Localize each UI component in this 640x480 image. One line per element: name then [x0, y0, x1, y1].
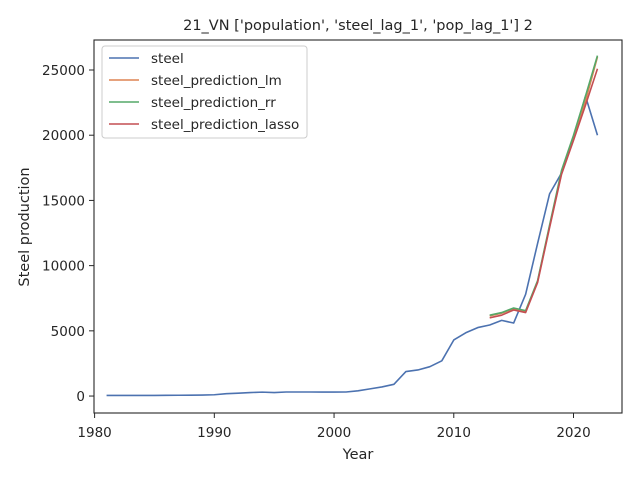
data-point-steel-prediction-rr — [501, 312, 503, 314]
data-point-steel — [597, 134, 599, 136]
data-point-steel — [333, 391, 335, 393]
data-point-steel — [166, 394, 168, 396]
data-point-steel — [549, 193, 551, 195]
data-point-steel — [201, 394, 203, 396]
data-point-steel — [345, 391, 347, 393]
x-tick-label: 2020 — [556, 425, 590, 441]
series-line-steel-prediction-lasso — [489, 68, 599, 319]
y-tick-label: 10000 — [42, 259, 85, 275]
data-point-steel-prediction-lasso — [585, 104, 587, 106]
y-tick-label: 20000 — [42, 128, 85, 144]
data-point-steel — [513, 322, 515, 324]
data-point-steel — [369, 388, 371, 390]
data-point-steel-prediction-rr — [573, 134, 575, 136]
data-point-steel — [142, 394, 144, 396]
data-point-steel — [154, 394, 156, 396]
legend-label-steel-prediction-lm: steel_prediction_lm — [151, 73, 282, 89]
data-point-steel — [357, 390, 359, 392]
data-point-steel-prediction-rr — [585, 95, 587, 97]
data-point-steel — [189, 394, 191, 396]
data-point-steel — [321, 391, 323, 393]
data-point-steel-prediction-rr — [513, 307, 515, 309]
data-point-steel — [417, 369, 419, 371]
data-point-steel — [309, 391, 311, 393]
y-tick-label: 15000 — [42, 193, 85, 209]
x-axis: 1980 1990 2000 2010 2020 — [77, 413, 591, 441]
data-point-steel — [489, 324, 491, 326]
data-point-steel — [393, 383, 395, 385]
data-point-steel-prediction-lasso — [501, 314, 503, 316]
data-point-steel — [118, 394, 120, 396]
data-point-steel-prediction-lasso — [549, 227, 551, 229]
data-point-steel — [477, 327, 479, 329]
data-point-steel — [405, 371, 407, 373]
legend-label-steel-prediction-rr: steel_prediction_rr — [151, 95, 276, 111]
data-point-steel — [429, 366, 431, 368]
data-point-steel-prediction-rr — [597, 55, 599, 57]
series-layer — [106, 55, 599, 397]
data-point-steel — [225, 393, 227, 395]
data-point-steel — [273, 392, 275, 394]
legend-label-steel-prediction-lasso: steel_prediction_lasso — [151, 117, 299, 133]
y-axis: 0 5000 10000 15000 20000 25000 — [42, 63, 94, 405]
data-point-steel-prediction-lasso — [513, 309, 515, 311]
data-point-steel-prediction-lasso — [597, 68, 599, 70]
legend-label-steel: steel — [151, 51, 184, 67]
data-point-steel — [381, 386, 383, 388]
x-tick-label: 1990 — [197, 425, 231, 441]
data-point-steel — [130, 394, 132, 396]
data-point-steel — [537, 243, 539, 245]
data-point-steel — [261, 391, 263, 393]
data-point-steel-prediction-rr — [489, 314, 491, 316]
data-point-steel — [453, 339, 455, 341]
y-tick-label: 0 — [76, 389, 85, 405]
x-axis-title: Year — [342, 447, 374, 463]
data-point-steel-prediction-lasso — [537, 282, 539, 284]
plot-frame — [93, 39, 623, 414]
data-point-steel — [178, 394, 180, 396]
y-tick-label: 5000 — [51, 324, 85, 340]
data-point-steel — [441, 360, 443, 362]
data-point-steel-prediction-lasso — [561, 173, 563, 175]
data-point-steel — [285, 391, 287, 393]
data-point-steel — [501, 320, 503, 322]
x-tick-label: 2010 — [437, 425, 471, 441]
series-line-steel — [106, 95, 599, 397]
data-point-steel — [249, 392, 251, 394]
legend: steel steel_prediction_lm steel_prediction… — [101, 45, 308, 139]
data-point-steel-prediction-lasso — [525, 312, 527, 314]
data-point-steel — [525, 293, 527, 295]
data-point-steel — [213, 394, 215, 396]
data-point-steel-prediction-lasso — [489, 317, 491, 319]
chart-title: 21_VN ['population', 'steel_lag_1', 'pop… — [183, 18, 533, 34]
x-tick-label: 2000 — [317, 425, 351, 441]
data-point-steel — [465, 332, 467, 334]
y-tick-label: 25000 — [42, 63, 85, 79]
legend-box — [101, 45, 308, 139]
data-point-steel — [106, 394, 108, 396]
y-axis-title: Steel production — [17, 167, 33, 286]
data-point-steel-prediction-lasso — [573, 140, 575, 142]
x-tick-label: 1980 — [77, 425, 111, 441]
data-point-steel — [297, 391, 299, 393]
data-point-steel — [237, 392, 239, 394]
